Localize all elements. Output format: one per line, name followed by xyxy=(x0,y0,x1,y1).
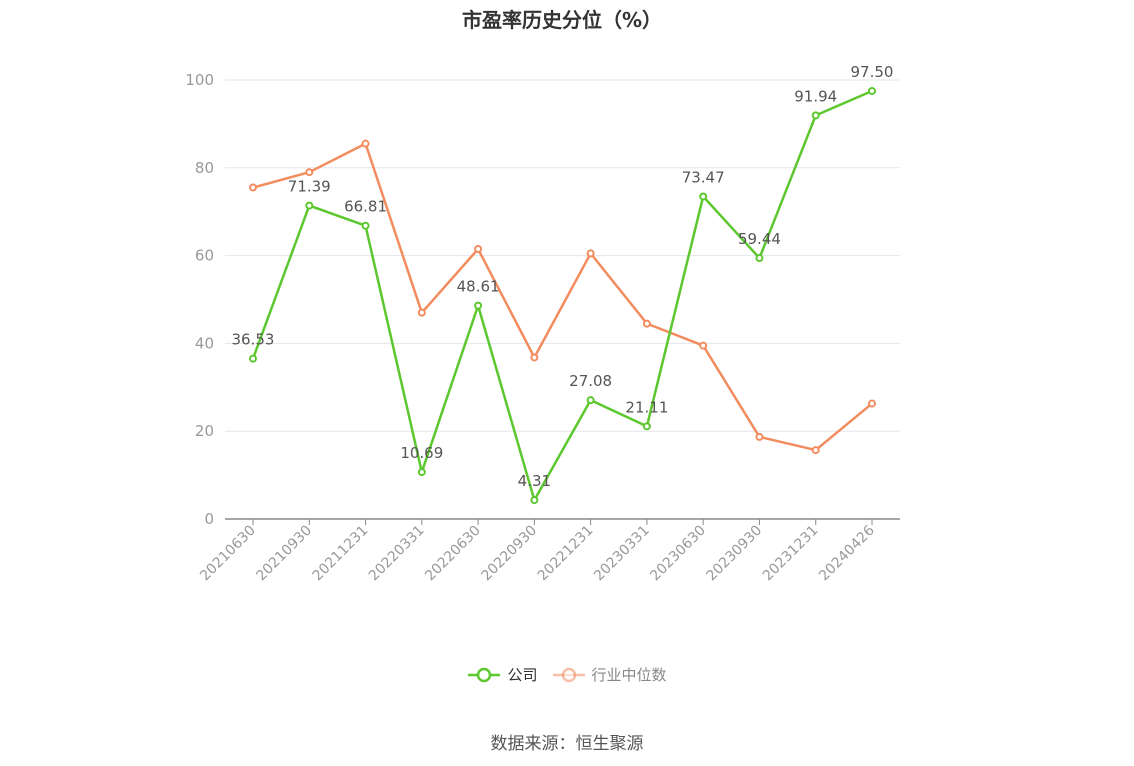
data-label: 27.08 xyxy=(569,372,612,390)
data-point-industry[interactable] xyxy=(530,353,539,362)
legend-item-industry[interactable]: 行业中位数 xyxy=(552,664,667,685)
data-point-industry[interactable] xyxy=(811,446,820,455)
legend-item-company[interactable]: 公司 xyxy=(467,664,538,685)
legend-company-marker-icon xyxy=(468,667,501,682)
line-chart: 0204060801002021063020210930202112312022… xyxy=(185,63,900,584)
data-point-company[interactable] xyxy=(530,496,539,505)
x-tick-label: 20211231 xyxy=(310,523,372,585)
data-point-company[interactable] xyxy=(474,301,483,310)
data-label: 48.61 xyxy=(457,278,500,296)
axes: 0204060801002021063020210930202112312022… xyxy=(185,71,900,584)
data-point-company[interactable] xyxy=(417,468,426,477)
legend-label-company: 公司 xyxy=(507,666,538,684)
data-point-company[interactable] xyxy=(868,86,876,95)
x-tick-label: 20220630 xyxy=(422,523,484,585)
y-tick-label: 60 xyxy=(195,247,214,265)
x-tick-label: 20230331 xyxy=(591,523,653,585)
x-tick-label: 20230630 xyxy=(647,523,709,585)
data-label: 97.50 xyxy=(851,63,894,81)
data-label: 36.53 xyxy=(232,331,275,349)
data-source: 数据来源：恒生聚源 xyxy=(490,734,644,754)
data-point-industry[interactable] xyxy=(586,249,595,258)
series-line-company xyxy=(251,89,873,502)
x-tick-label: 20210630 xyxy=(197,523,259,585)
grid-lines xyxy=(225,79,900,432)
data-label: 4.31 xyxy=(518,472,551,490)
data-point-industry[interactable] xyxy=(642,319,651,328)
y-tick-label: 100 xyxy=(185,71,214,89)
x-tick-label: 20221231 xyxy=(535,523,597,585)
legend-label-industry: 行业中位数 xyxy=(591,666,667,684)
data-point-industry[interactable] xyxy=(474,245,483,254)
data-label: 71.39 xyxy=(288,178,331,196)
data-point-company[interactable] xyxy=(811,111,820,120)
series-line-industry xyxy=(252,142,873,452)
data-labels: 36.53 71.39 66.81 10.69 48.61 4.31 27.08 21.11 7… xyxy=(232,63,894,490)
x-tick-label: 20220331 xyxy=(366,523,428,585)
data-point-company[interactable] xyxy=(305,201,314,210)
y-tick-label: 80 xyxy=(195,159,214,177)
data-label: 10.69 xyxy=(400,444,443,462)
data-label: 21.11 xyxy=(625,398,668,416)
legend-industry-marker-icon xyxy=(552,667,585,682)
legend: 公司 行业中位数 xyxy=(0,664,1134,685)
y-tick-label: 40 xyxy=(195,334,214,352)
y-tick-label: 0 xyxy=(204,510,214,528)
x-tick-label: 20210930 xyxy=(253,523,315,585)
data-point-company[interactable] xyxy=(642,422,651,431)
data-label: 59.44 xyxy=(738,230,781,248)
x-tick-label: 20230930 xyxy=(704,523,766,585)
x-tick-label: 20231231 xyxy=(760,523,822,585)
data-point-industry[interactable] xyxy=(361,139,370,148)
data-point-industry[interactable] xyxy=(699,341,708,350)
data-point-company[interactable] xyxy=(361,221,370,230)
data-point-industry[interactable] xyxy=(868,399,876,408)
chart-title: 市盈率历史分位（%） xyxy=(461,8,663,32)
data-point-industry[interactable] xyxy=(417,308,426,317)
data-point-industry[interactable] xyxy=(249,183,257,192)
x-tick-label: 20220930 xyxy=(478,523,540,585)
data-point-company[interactable] xyxy=(586,396,595,405)
data-point-company[interactable] xyxy=(755,254,764,263)
data-point-company[interactable] xyxy=(699,192,708,201)
data-label: 66.81 xyxy=(344,198,387,216)
data-label: 91.94 xyxy=(794,87,837,105)
series xyxy=(249,86,876,505)
data-point-company[interactable] xyxy=(249,354,257,363)
data-label: 73.47 xyxy=(682,168,725,186)
data-point-industry[interactable] xyxy=(305,168,314,177)
y-tick-label: 20 xyxy=(195,422,214,440)
x-tick-label: 20240426 xyxy=(816,522,878,584)
data-point-industry[interactable] xyxy=(755,432,764,441)
